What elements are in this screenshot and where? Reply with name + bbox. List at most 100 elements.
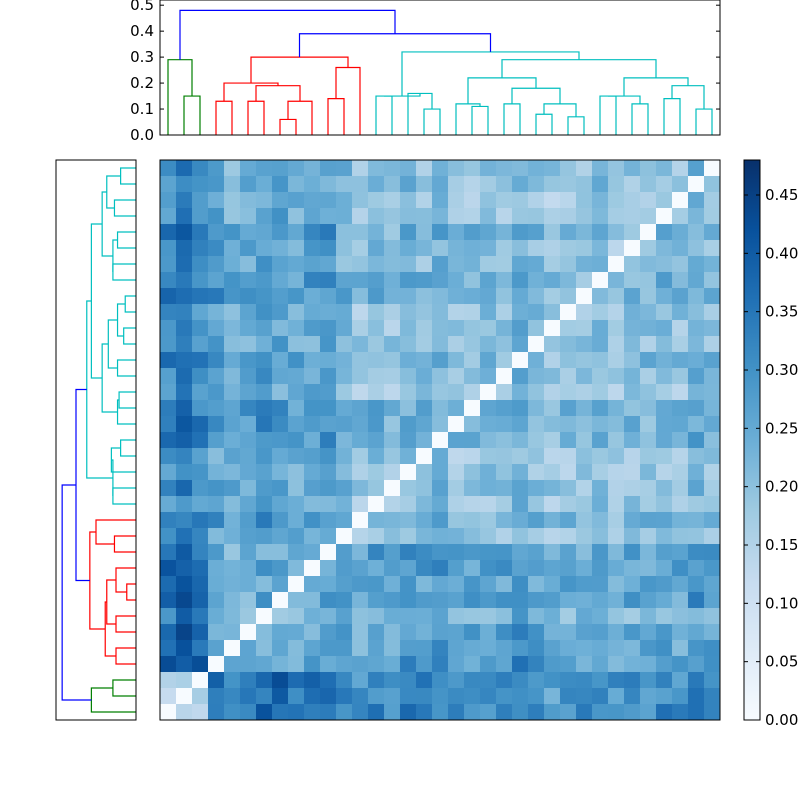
heatmap-cell: [608, 672, 625, 689]
heatmap-cell: [320, 672, 337, 689]
heatmap-cell: [480, 640, 497, 657]
heatmap-cell: [656, 240, 673, 257]
heatmap-cell: [592, 208, 609, 225]
heatmap-cell: [352, 560, 369, 577]
heatmap-cell: [496, 592, 513, 609]
left-dendrogram-link: [112, 263, 136, 281]
heatmap-cell: [208, 592, 225, 609]
heatmap-cell: [320, 304, 337, 321]
left-dendrogram-link: [90, 223, 103, 379]
heatmap-cell: [656, 624, 673, 641]
heatmap-cell: [176, 384, 193, 401]
heatmap-cell: [672, 528, 689, 545]
top-dendrogram-link: [671, 85, 705, 110]
heatmap-cell: [208, 160, 225, 177]
heatmap-cell: [208, 432, 225, 449]
heatmap-cell: [336, 640, 353, 657]
heatmap-cell: [640, 656, 657, 673]
heatmap-cell: [640, 592, 657, 609]
heatmap-cell: [336, 608, 353, 625]
heatmap-cell: [704, 448, 721, 465]
heatmap-cell: [336, 432, 353, 449]
heatmap-cell: [560, 624, 577, 641]
heatmap-cell: [368, 656, 385, 673]
heatmap-cell: [192, 656, 209, 673]
heatmap-cell: [256, 416, 273, 433]
heatmap-cell: [592, 320, 609, 337]
heatmap-cell: [688, 464, 705, 481]
heatmap-cell: [336, 352, 353, 369]
colorbar: 0.00 0.05 0.10 0.15 0.20 0.25 0.30 0.35 0.40 0.45: [743, 159, 798, 729]
heatmap-cell: [304, 672, 321, 689]
heatmap-cell: [400, 352, 417, 369]
heatmap-cell: [624, 400, 641, 417]
heatmap-cell: [192, 688, 209, 705]
heatmap-cell: [560, 368, 577, 385]
heatmap-cell: [336, 240, 353, 257]
heatmap-cell: [160, 256, 177, 273]
heatmap-cell: [384, 176, 401, 193]
heatmap-cell: [544, 560, 561, 577]
heatmap-cells: [160, 160, 721, 721]
left-dendrogram-link: [115, 615, 136, 633]
heatmap-cell: [320, 496, 337, 513]
heatmap-cell: [640, 448, 657, 465]
heatmap-cell: [512, 432, 529, 449]
heatmap-cell: [336, 464, 353, 481]
heatmap-cell: [192, 192, 209, 209]
heatmap-cell: [416, 256, 433, 273]
heatmap-cell: [384, 560, 401, 577]
heatmap-cell: [640, 224, 657, 241]
heatmap-cell: [576, 336, 593, 353]
heatmap-cell: [416, 352, 433, 369]
heatmap-cell: [688, 544, 705, 561]
heatmap-cell: [464, 304, 481, 321]
heatmap-cell: [400, 320, 417, 337]
heatmap-cell: [304, 624, 321, 641]
heatmap-cell: [592, 480, 609, 497]
heatmap-cell: [624, 224, 641, 241]
heatmap-cell: [384, 640, 401, 657]
heatmap-cell: [176, 224, 193, 241]
heatmap-cell: [352, 368, 369, 385]
colorbar-tick-label: 0.20: [765, 478, 798, 496]
heatmap-cell: [480, 704, 497, 721]
heatmap-cell: [544, 576, 561, 593]
heatmap-cell: [176, 208, 193, 225]
heatmap-cell: [608, 352, 625, 369]
top-dendrogram-link: [183, 95, 201, 135]
heatmap-cell: [592, 272, 609, 289]
top-dendrogram-link: [663, 98, 681, 135]
heatmap-cell: [640, 672, 657, 689]
heatmap-cell: [528, 432, 545, 449]
heatmap-cell: [544, 608, 561, 625]
heatmap-cell: [432, 208, 449, 225]
heatmap-cell: [416, 656, 433, 673]
heatmap-cell: [480, 176, 497, 193]
heatmap-cell: [672, 192, 689, 209]
heatmap-cell: [304, 288, 321, 305]
heatmap-cell: [432, 384, 449, 401]
left-dendrogram-link: [61, 484, 92, 701]
heatmap-cell: [400, 272, 417, 289]
heatmap-cell: [432, 304, 449, 321]
heatmap-cell: [336, 480, 353, 497]
heatmap-cell: [624, 464, 641, 481]
heatmap-cell: [240, 352, 257, 369]
heatmap-cell: [432, 272, 449, 289]
heatmap-cell: [288, 656, 305, 673]
heatmap-cell: [400, 384, 417, 401]
heatmap-cell: [240, 608, 257, 625]
heatmap-cell: [336, 704, 353, 721]
heatmap-cell: [176, 176, 193, 193]
y-tick-label: 0.3: [130, 48, 154, 66]
top-dendrogram-link: [608, 95, 641, 104]
heatmap-cell: [432, 528, 449, 545]
heatmap-cell: [496, 496, 513, 513]
heatmap-cell: [592, 256, 609, 273]
heatmap-cell: [368, 320, 385, 337]
heatmap-cell: [560, 640, 577, 657]
heatmap-cell: [176, 592, 193, 609]
left-dendrogram-link: [116, 359, 136, 377]
heatmap-cell: [352, 608, 369, 625]
